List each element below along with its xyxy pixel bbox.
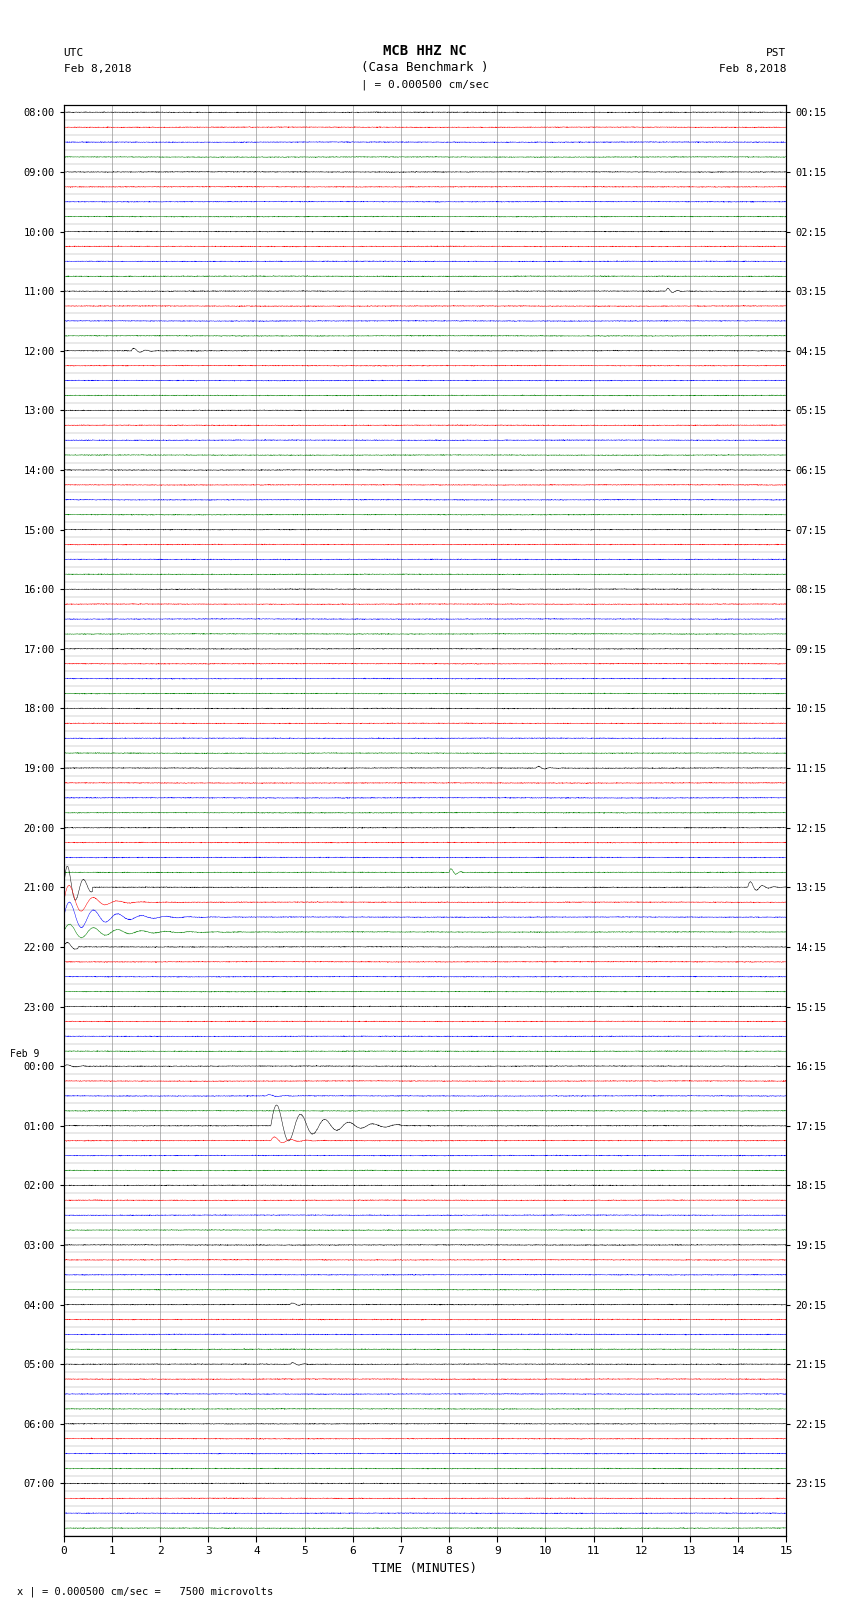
Text: PST: PST [766, 48, 786, 58]
Text: | = 0.000500 cm/sec: | = 0.000500 cm/sec [361, 79, 489, 90]
Text: (Casa Benchmark ): (Casa Benchmark ) [361, 61, 489, 74]
Text: Feb 8,2018: Feb 8,2018 [64, 65, 131, 74]
Text: UTC: UTC [64, 48, 84, 58]
Text: Feb 8,2018: Feb 8,2018 [719, 65, 786, 74]
Text: Feb 9: Feb 9 [10, 1048, 40, 1060]
X-axis label: TIME (MINUTES): TIME (MINUTES) [372, 1561, 478, 1574]
Text: x | = 0.000500 cm/sec =   7500 microvolts: x | = 0.000500 cm/sec = 7500 microvolts [17, 1586, 273, 1597]
Text: MCB HHZ NC: MCB HHZ NC [383, 44, 467, 58]
